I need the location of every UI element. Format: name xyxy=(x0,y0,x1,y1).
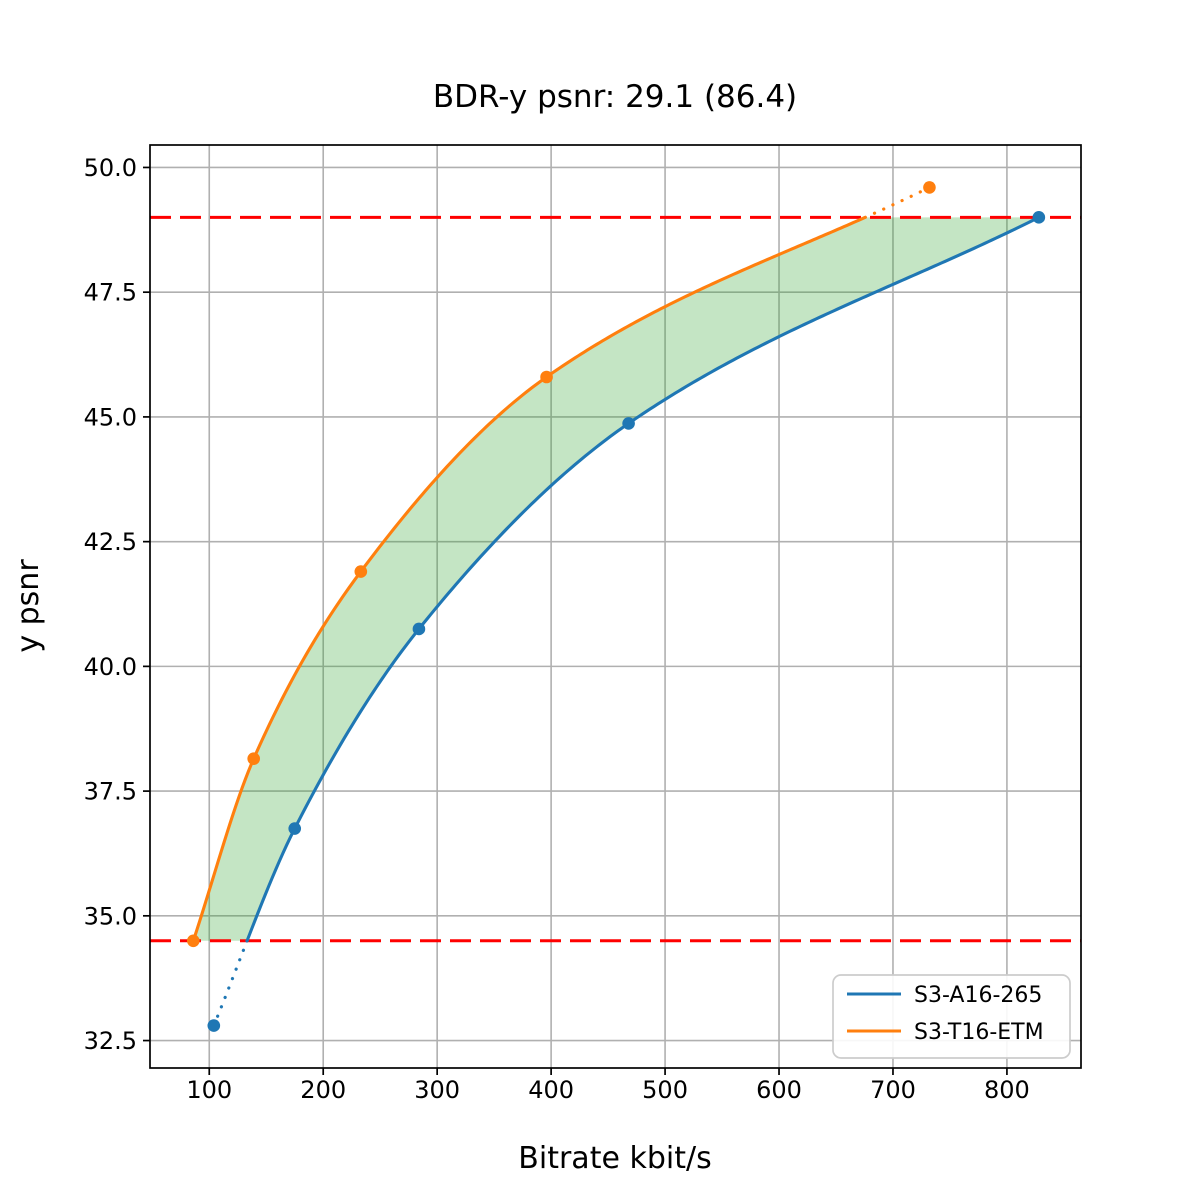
y-axis-label: y psnr xyxy=(11,559,46,653)
overlap-fill-area xyxy=(193,217,1039,941)
x-tick-label: 500 xyxy=(642,1076,688,1104)
legend-label-s3-t16-etm: S3-T16-ETM xyxy=(914,1020,1044,1045)
x-tick-label: 300 xyxy=(414,1076,460,1104)
series-line-s3-a16-265 xyxy=(245,215,1040,942)
y-tick-label: 35.0 xyxy=(84,902,137,930)
x-tick-label: 600 xyxy=(756,1076,802,1104)
data-point-s3-a16-265 xyxy=(207,1019,221,1032)
legend-box xyxy=(832,974,1071,1059)
axis-tick-marks xyxy=(143,166,1008,1075)
overlap-bound-lines xyxy=(150,215,1081,943)
x-tick-label: 400 xyxy=(528,1076,574,1104)
data-point-s3-a16-265 xyxy=(1032,211,1046,224)
x-tick-label: 200 xyxy=(300,1076,346,1104)
bd-overlap-fill xyxy=(193,217,1039,941)
data-point-s3-t16-etm xyxy=(354,565,368,578)
data-point-s3-t16-etm xyxy=(247,752,260,765)
data-point-s3-a16-265 xyxy=(622,417,635,430)
y-tick-label: 40.0 xyxy=(84,653,137,681)
data-point-s3-a16-265 xyxy=(412,622,426,636)
x-axis-label: Bitrate kbit/s xyxy=(518,1141,711,1176)
y-tick-label: 37.5 xyxy=(84,778,137,806)
y-tick-label: 32.5 xyxy=(84,1027,137,1055)
x-tick-label: 100 xyxy=(186,1076,232,1104)
data-point-s3-a16-265 xyxy=(288,822,302,835)
legend-label-s3-a16-265: S3-A16-265 xyxy=(914,983,1042,1008)
data-point-s3-t16-etm xyxy=(187,934,200,948)
series-dotted-extension-s3-t16-etm xyxy=(863,185,932,219)
series-curves xyxy=(191,185,1040,1028)
data-point-s3-t16-etm xyxy=(540,370,553,384)
data-point-s3-t16-etm xyxy=(923,181,936,194)
y-tick-label: 42.5 xyxy=(84,528,137,556)
legend: S3-A16-265 S3-T16-ETM xyxy=(832,974,1071,1059)
x-tick-label: 800 xyxy=(984,1076,1030,1104)
series-line-s3-t16-etm xyxy=(191,215,866,942)
chart-title: BDR-y psnr: 29.1 (86.4) xyxy=(433,79,797,115)
y-tick-label: 47.5 xyxy=(84,279,137,307)
series-dotted-extension-s3-a16-265 xyxy=(212,939,249,1028)
data-point-markers xyxy=(187,181,1046,1032)
axis-tick-labels: 100 200 300 400 500 600 700 800 32.5 35.0 37.5 40.0… xyxy=(84,154,1030,1104)
y-tick-label: 50.0 xyxy=(84,154,137,182)
grid-lines xyxy=(150,145,1081,1068)
x-tick-label: 700 xyxy=(870,1076,916,1104)
plot-border xyxy=(149,144,1082,1069)
y-tick-label: 45.0 xyxy=(84,403,137,431)
